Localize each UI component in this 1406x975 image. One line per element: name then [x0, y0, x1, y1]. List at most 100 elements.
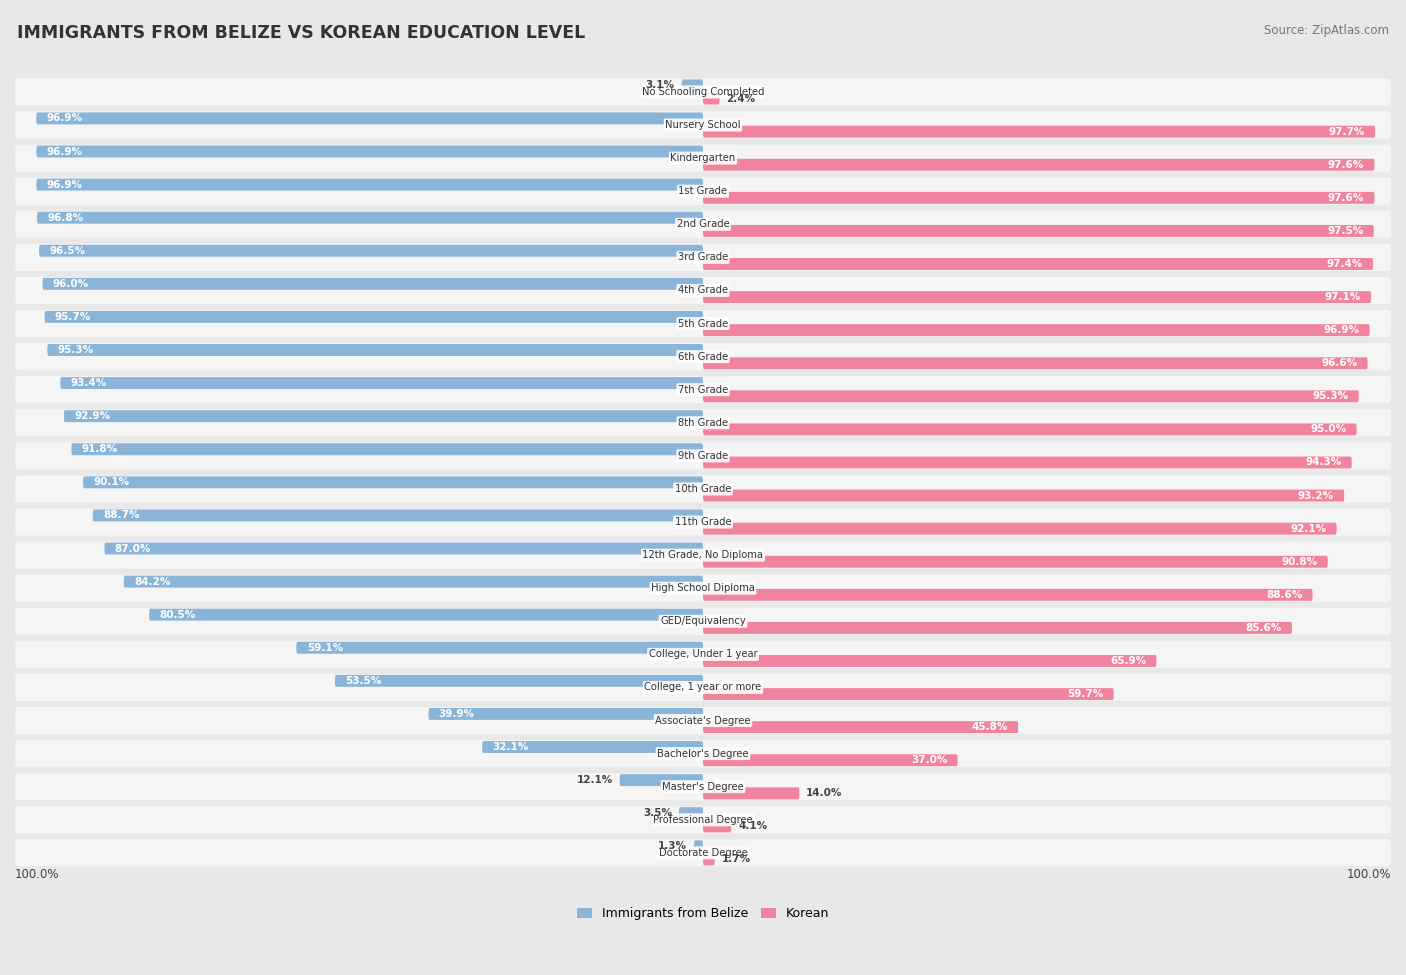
Text: 9th Grade: 9th Grade — [678, 450, 728, 461]
Text: 32.1%: 32.1% — [492, 742, 529, 752]
Text: 3.1%: 3.1% — [645, 80, 675, 91]
Text: 80.5%: 80.5% — [159, 609, 195, 620]
Text: 1.7%: 1.7% — [721, 854, 751, 865]
FancyBboxPatch shape — [37, 145, 703, 158]
FancyBboxPatch shape — [703, 489, 1344, 501]
FancyBboxPatch shape — [703, 456, 1351, 468]
Text: 59.1%: 59.1% — [307, 643, 343, 652]
Text: 1st Grade: 1st Grade — [679, 186, 727, 196]
FancyBboxPatch shape — [703, 755, 957, 766]
FancyBboxPatch shape — [45, 311, 703, 323]
FancyBboxPatch shape — [15, 144, 1391, 172]
Text: 96.9%: 96.9% — [1323, 325, 1360, 335]
FancyBboxPatch shape — [37, 112, 703, 125]
Text: 3.5%: 3.5% — [643, 808, 672, 818]
FancyBboxPatch shape — [104, 542, 703, 555]
Text: 4th Grade: 4th Grade — [678, 286, 728, 295]
Text: 95.0%: 95.0% — [1310, 424, 1347, 435]
FancyBboxPatch shape — [703, 556, 1327, 567]
Text: 88.7%: 88.7% — [103, 511, 139, 521]
FancyBboxPatch shape — [37, 212, 703, 223]
FancyBboxPatch shape — [15, 244, 1391, 271]
FancyBboxPatch shape — [703, 292, 1371, 303]
FancyBboxPatch shape — [15, 674, 1391, 701]
Text: 6th Grade: 6th Grade — [678, 352, 728, 362]
FancyBboxPatch shape — [15, 607, 1391, 635]
FancyBboxPatch shape — [703, 325, 1369, 336]
FancyBboxPatch shape — [695, 840, 703, 852]
Text: 1.3%: 1.3% — [658, 841, 688, 851]
FancyBboxPatch shape — [15, 376, 1391, 404]
Text: 92.9%: 92.9% — [75, 411, 110, 421]
FancyBboxPatch shape — [15, 541, 1391, 568]
Text: 92.1%: 92.1% — [1291, 524, 1326, 533]
Text: Source: ZipAtlas.com: Source: ZipAtlas.com — [1264, 24, 1389, 37]
Text: 96.5%: 96.5% — [49, 246, 86, 255]
Text: 87.0%: 87.0% — [115, 543, 150, 554]
Text: 65.9%: 65.9% — [1109, 656, 1146, 666]
FancyBboxPatch shape — [703, 655, 1156, 667]
FancyBboxPatch shape — [93, 510, 703, 522]
FancyBboxPatch shape — [703, 126, 1375, 137]
Text: High School Diploma: High School Diploma — [651, 583, 755, 593]
Text: College, Under 1 year: College, Under 1 year — [648, 649, 758, 659]
FancyBboxPatch shape — [429, 708, 703, 720]
Text: 97.1%: 97.1% — [1324, 292, 1361, 302]
Text: 88.6%: 88.6% — [1265, 590, 1302, 600]
FancyBboxPatch shape — [15, 443, 1391, 469]
Text: 97.7%: 97.7% — [1329, 127, 1365, 136]
FancyBboxPatch shape — [335, 675, 703, 686]
FancyBboxPatch shape — [15, 773, 1391, 800]
Text: 95.3%: 95.3% — [1312, 391, 1348, 402]
FancyBboxPatch shape — [703, 622, 1292, 634]
Text: 97.6%: 97.6% — [1327, 160, 1364, 170]
Text: Nursery School: Nursery School — [665, 120, 741, 130]
Text: 8th Grade: 8th Grade — [678, 418, 728, 428]
Text: 93.4%: 93.4% — [70, 378, 107, 388]
Text: 3rd Grade: 3rd Grade — [678, 253, 728, 262]
FancyBboxPatch shape — [15, 707, 1391, 734]
FancyBboxPatch shape — [15, 277, 1391, 304]
Text: 90.1%: 90.1% — [93, 478, 129, 488]
Text: College, 1 year or more: College, 1 year or more — [644, 682, 762, 692]
Text: 94.3%: 94.3% — [1305, 457, 1341, 467]
FancyBboxPatch shape — [703, 523, 1337, 534]
FancyBboxPatch shape — [297, 642, 703, 653]
Text: 5th Grade: 5th Grade — [678, 319, 728, 329]
Legend: Immigrants from Belize, Korean: Immigrants from Belize, Korean — [572, 902, 834, 925]
FancyBboxPatch shape — [48, 344, 703, 356]
Text: 85.6%: 85.6% — [1246, 623, 1282, 633]
Text: No Schooling Completed: No Schooling Completed — [641, 87, 765, 97]
Text: 100.0%: 100.0% — [1347, 868, 1391, 880]
FancyBboxPatch shape — [15, 410, 1391, 437]
Text: 12th Grade, No Diploma: 12th Grade, No Diploma — [643, 550, 763, 560]
Text: 14.0%: 14.0% — [806, 789, 842, 799]
Text: 91.8%: 91.8% — [82, 445, 118, 454]
Text: 37.0%: 37.0% — [911, 756, 948, 765]
FancyBboxPatch shape — [15, 476, 1391, 502]
Text: 96.0%: 96.0% — [53, 279, 89, 289]
FancyBboxPatch shape — [703, 853, 714, 866]
Text: 4.1%: 4.1% — [738, 821, 768, 832]
FancyBboxPatch shape — [15, 343, 1391, 370]
Text: Master's Degree: Master's Degree — [662, 782, 744, 792]
FancyBboxPatch shape — [703, 788, 800, 800]
FancyBboxPatch shape — [703, 390, 1358, 403]
FancyBboxPatch shape — [149, 608, 703, 621]
FancyBboxPatch shape — [15, 78, 1391, 105]
FancyBboxPatch shape — [15, 211, 1391, 238]
FancyBboxPatch shape — [39, 245, 703, 256]
FancyBboxPatch shape — [703, 192, 1375, 204]
Text: 53.5%: 53.5% — [346, 676, 381, 685]
FancyBboxPatch shape — [703, 423, 1357, 436]
FancyBboxPatch shape — [37, 178, 703, 190]
Text: 96.9%: 96.9% — [46, 113, 83, 124]
FancyBboxPatch shape — [482, 741, 703, 753]
Text: 10th Grade: 10th Grade — [675, 484, 731, 494]
Text: Associate's Degree: Associate's Degree — [655, 716, 751, 725]
FancyBboxPatch shape — [15, 509, 1391, 535]
FancyBboxPatch shape — [83, 477, 703, 488]
FancyBboxPatch shape — [63, 410, 703, 422]
Text: 11th Grade: 11th Grade — [675, 517, 731, 527]
Text: IMMIGRANTS FROM BELIZE VS KOREAN EDUCATION LEVEL: IMMIGRANTS FROM BELIZE VS KOREAN EDUCATI… — [17, 24, 585, 42]
